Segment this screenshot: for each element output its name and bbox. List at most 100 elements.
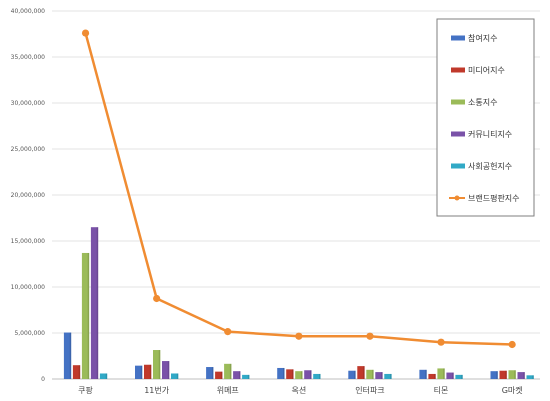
- bar-2: [499, 370, 507, 379]
- bar-shade: [354, 370, 356, 379]
- bar-shade: [443, 368, 445, 379]
- bar-3: [81, 252, 90, 379]
- line-series: [81, 29, 516, 349]
- legend-label: 브랜드평판지수: [468, 193, 520, 203]
- bar-4: [517, 372, 525, 379]
- x-tick-label: 인터파크: [355, 385, 384, 395]
- bar-shade: [283, 367, 285, 379]
- y-tick-label: 5,000,000: [14, 330, 45, 337]
- bar-1: [419, 369, 427, 379]
- bar-5: [242, 374, 250, 379]
- y-tick-label: 35,000,000: [11, 54, 46, 61]
- bar-shade: [425, 369, 427, 379]
- bar-4: [90, 227, 99, 379]
- legend-swatch: [451, 67, 465, 73]
- legend-label: 참여지수: [468, 33, 497, 43]
- y-tick-label: 40,000,000: [11, 8, 46, 15]
- y-tick-label: 0: [41, 376, 45, 383]
- bar-5: [171, 373, 179, 379]
- bar-series: [63, 227, 534, 379]
- bar-shade: [310, 370, 312, 379]
- bar-shade: [96, 227, 99, 379]
- bar-3: [153, 350, 161, 379]
- y-tick-label: 10,000,000: [11, 284, 46, 291]
- y-tick-label: 15,000,000: [11, 238, 46, 245]
- bar-4: [233, 371, 241, 379]
- x-tick-label: 11번가: [144, 386, 170, 395]
- bar-shade: [452, 372, 454, 379]
- line-point: [437, 338, 445, 346]
- bar-shade: [301, 371, 303, 379]
- line-point: [224, 328, 232, 336]
- bar-4: [162, 361, 170, 379]
- bar-shade: [434, 373, 436, 379]
- grid-lines: [52, 10, 540, 380]
- bar-2: [144, 364, 152, 379]
- bar-2: [357, 366, 365, 379]
- legend-label: 커뮤니티지수: [468, 129, 512, 139]
- bar-shade: [105, 373, 108, 379]
- legend-swatch: [451, 99, 465, 105]
- bar-1: [277, 367, 285, 379]
- x-tick-label: 옥션: [291, 385, 306, 395]
- bar-shade: [87, 252, 90, 379]
- legend-label: 사회공헌지수: [468, 162, 512, 171]
- bar-4: [446, 372, 454, 379]
- bar-shade: [319, 373, 321, 379]
- bar-shade: [363, 366, 365, 379]
- bar-1: [63, 332, 72, 379]
- legend-box: [436, 18, 535, 217]
- bar-5: [526, 375, 534, 379]
- line-point: [295, 332, 303, 340]
- x-tick-label: 티몬: [434, 386, 449, 395]
- bar-3: [437, 368, 445, 379]
- bar-5: [455, 374, 463, 379]
- y-axis-ticks: 0 5,000,000 10,000,000 15,000,000 20,000,000…: [11, 8, 46, 383]
- bar-shade: [140, 365, 143, 379]
- bar-shade: [390, 373, 392, 379]
- bar-shade: [496, 371, 498, 379]
- bar-shade: [372, 369, 374, 379]
- bar-shade: [532, 375, 534, 379]
- bar-1: [348, 370, 356, 379]
- line-point: [153, 294, 161, 303]
- bar-shade: [523, 372, 525, 379]
- bar-5: [313, 373, 321, 379]
- bar-2: [215, 371, 223, 379]
- line-point: [366, 332, 374, 340]
- bar-shade: [505, 370, 507, 379]
- bar-shade: [514, 370, 516, 379]
- bar-1: [490, 371, 498, 379]
- bar-shade: [69, 332, 72, 379]
- bar-shade: [461, 374, 463, 379]
- legend-label: 소통지수: [468, 98, 497, 107]
- bar-5: [99, 373, 108, 379]
- bar-shade: [167, 361, 170, 379]
- bar-2: [72, 365, 81, 379]
- bar-4: [375, 372, 383, 379]
- x-axis-labels: 쿠팡 11번가 위메프 옥션 인터파크 티몬 G마켓: [78, 385, 522, 395]
- bar-shade: [149, 364, 152, 379]
- bar-3: [366, 369, 374, 379]
- bar-5: [384, 373, 392, 379]
- bar-shade: [381, 372, 383, 379]
- bar-1: [135, 365, 143, 379]
- bar-shade: [229, 363, 232, 379]
- bar-shade: [211, 367, 214, 379]
- legend-swatch: [451, 163, 465, 169]
- x-tick-label: 위메프: [217, 386, 239, 395]
- bar-3: [508, 370, 516, 379]
- bar-shade: [158, 350, 161, 379]
- y-tick-label: 20,000,000: [11, 192, 46, 199]
- bar-3: [224, 363, 232, 379]
- legend-label: 미디어지수: [468, 65, 505, 75]
- bar-shade: [176, 373, 179, 379]
- bar-2: [286, 369, 294, 379]
- legend-swatch: [451, 131, 465, 137]
- bar-shade: [220, 371, 223, 379]
- legend-marker: [454, 195, 460, 201]
- bar-shade: [78, 365, 81, 379]
- bar-4: [304, 370, 312, 379]
- x-tick-label: 쿠팡: [78, 385, 93, 395]
